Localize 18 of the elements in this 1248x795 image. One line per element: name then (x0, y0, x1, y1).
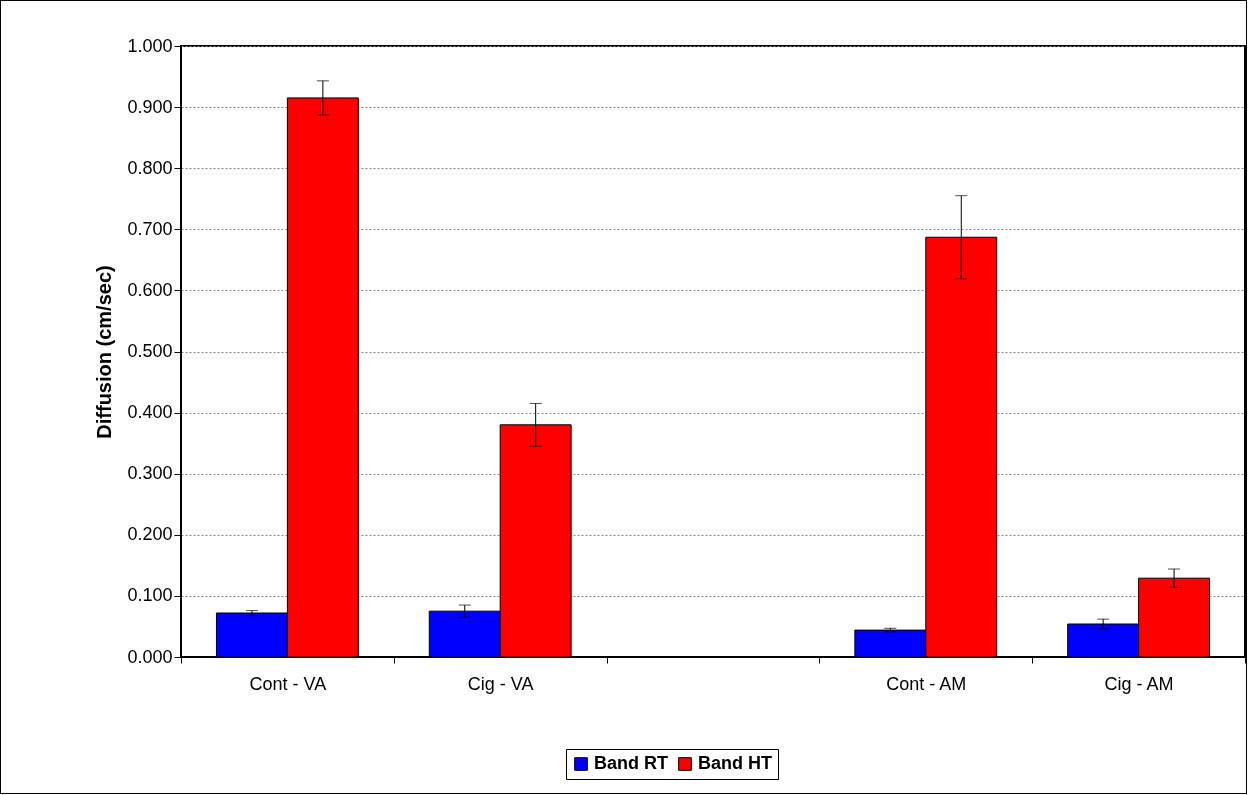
y-tick-label: 0.200 (127, 524, 173, 545)
legend-label: Band HT (698, 753, 772, 773)
x-tick-label: Cont - VA (249, 673, 327, 694)
x-tick-label: Cig - AM (1104, 673, 1174, 694)
y-tick-label: 0.100 (127, 585, 173, 606)
y-tick-label: 0.700 (127, 218, 173, 239)
y-tick-label: 0.800 (127, 157, 173, 178)
y-tick-label: 0.900 (127, 96, 173, 117)
y-tick-label: 0.000 (127, 646, 173, 667)
x-tick-label: Cig - VA (467, 673, 534, 694)
y-tick-label: 0.500 (127, 341, 173, 361)
y-tick-label: 0.600 (127, 279, 173, 300)
y-axis-title: Diffusion (cm/sec) (93, 265, 116, 439)
y-tick-label: 1.000 (127, 35, 173, 56)
y-tick-label: 0.400 (127, 402, 173, 423)
legend-label: Band RT (594, 753, 668, 773)
y-tick-label: 0.300 (127, 463, 173, 484)
x-tick-label: Cont - AM (886, 673, 967, 694)
